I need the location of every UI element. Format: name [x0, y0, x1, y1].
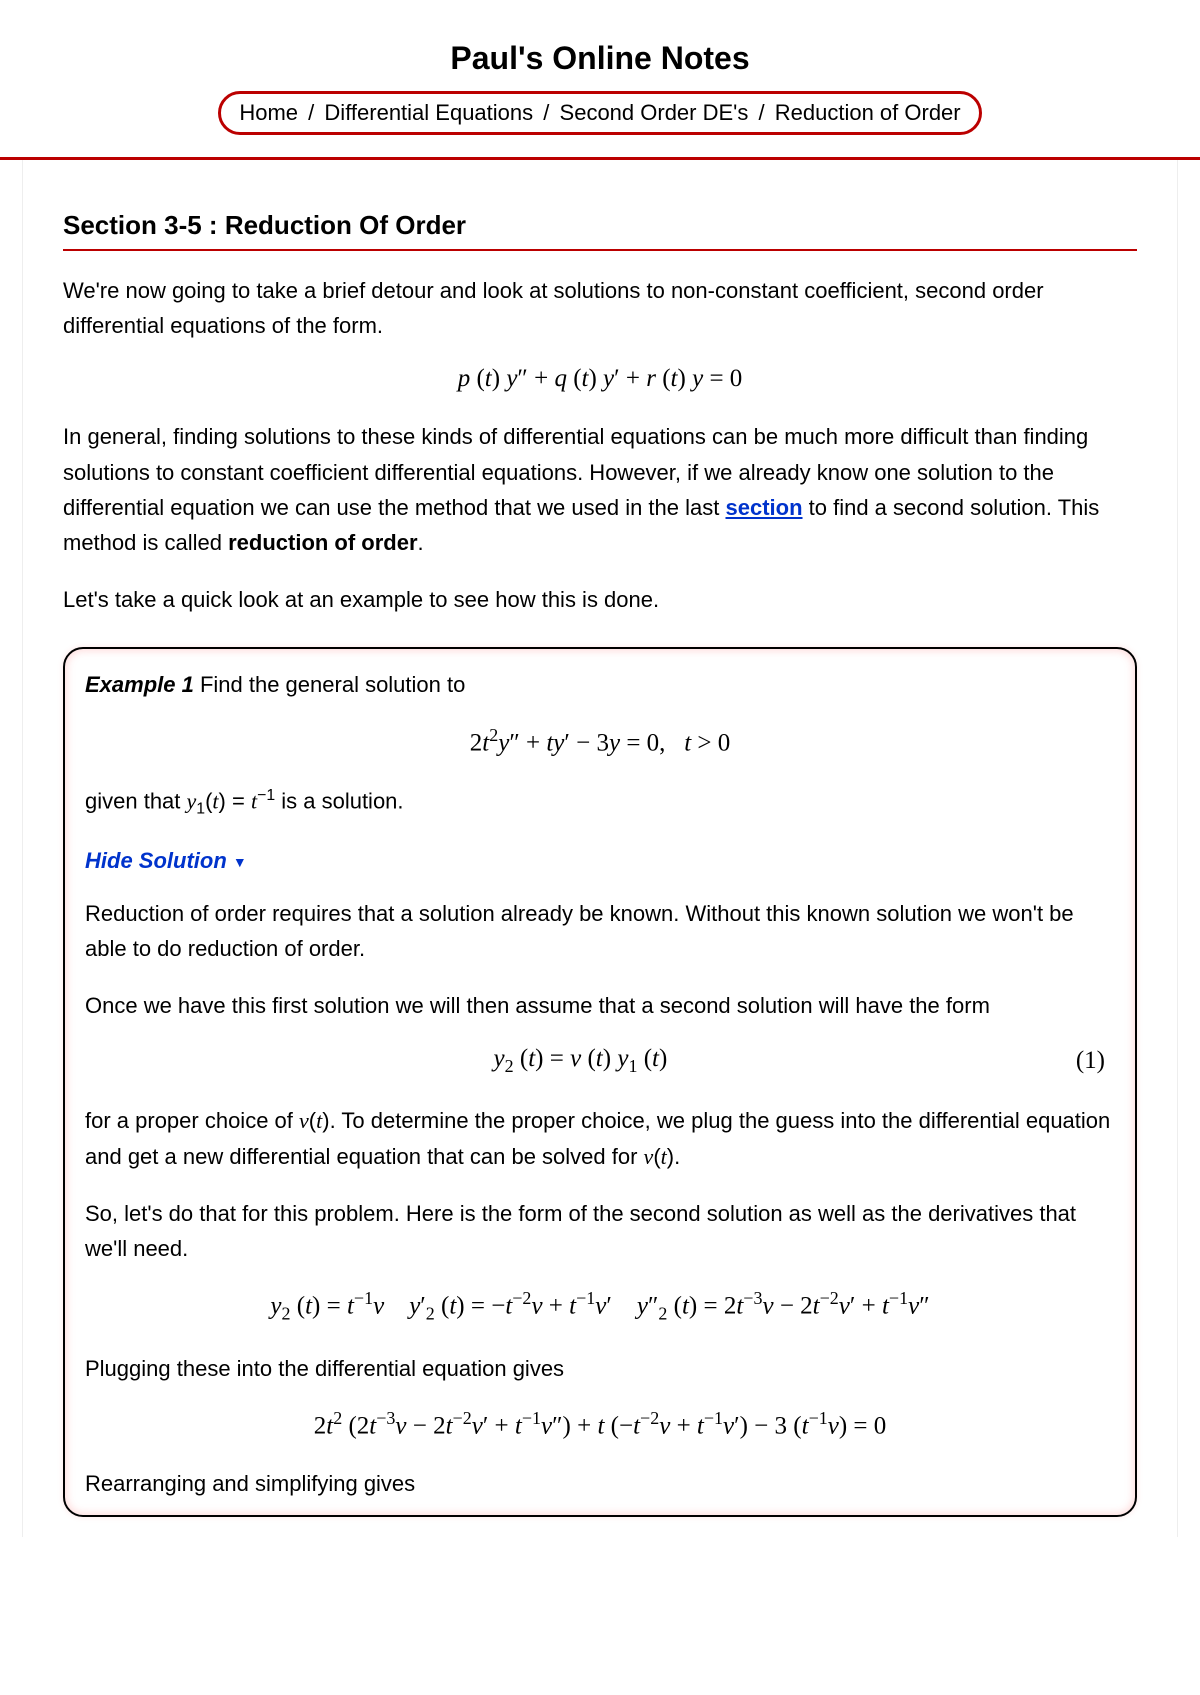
breadcrumb-item-home[interactable]: Home [239, 100, 298, 125]
equation-plugged: 2t2 (2t−3v − 2t−2v′ + t−1v″) + t (−t−2v … [85, 1408, 1115, 1440]
solution-paragraph-4: So, let's do that for this problem. Here… [85, 1196, 1115, 1266]
equation-assumed-form: y2 (t) = v (t) y1 (t) (1) [85, 1045, 1115, 1077]
caret-down-icon: ▼ [233, 854, 247, 870]
breadcrumb-separator: / [755, 100, 769, 125]
example-label: Example 1 [85, 672, 194, 697]
example-prompt-text: Find the general solution to [194, 672, 466, 697]
breadcrumb-separator: / [539, 100, 553, 125]
section-title: Section 3-5 : Reduction Of Order [63, 210, 1137, 251]
section-link[interactable]: section [725, 495, 802, 520]
solution-paragraph-1: Reduction of order requires that a solut… [85, 896, 1115, 966]
equation-example: 2t2y″ + ty′ − 3y = 0, t > 0 [85, 725, 1115, 757]
site-title: Paul's Online Notes [0, 40, 1200, 77]
text-fragment: . [418, 530, 424, 555]
breadcrumb-item-reduction[interactable]: Reduction of Order [775, 100, 961, 125]
text-fragment: for a proper choice of [85, 1108, 299, 1133]
example-box: Example 1 Find the general solution to 2… [63, 647, 1137, 1517]
intro-paragraph-1: We're now going to take a brief detour a… [63, 273, 1137, 343]
hide-solution-toggle[interactable]: Hide Solution ▼ [85, 848, 1115, 874]
page: Paul's Online Notes Home / Differential … [0, 0, 1200, 1537]
equation-de-form: p (t) y″ + q (t) y′ + r (t) y = 0 [63, 365, 1137, 393]
intro-paragraph-3: Let's take a quick look at an example to… [63, 582, 1137, 617]
solution-paragraph-5: Plugging these into the differential equ… [85, 1351, 1115, 1386]
text-fragment: given that [85, 788, 187, 813]
breadcrumb: Home / Differential Equations / Second O… [218, 91, 981, 135]
solution-paragraph-3: for a proper choice of v(t). To determin… [85, 1103, 1115, 1173]
example-given: given that y1(t) = t−1 is a solution. [85, 783, 1115, 822]
page-header: Paul's Online Notes Home / Differential … [0, 0, 1200, 145]
intro-paragraph-2: In general, finding solutions to these k… [63, 419, 1137, 560]
solution-paragraph-6: Rearranging and simplifying gives [85, 1466, 1115, 1501]
text-fragment: is a solution. [275, 788, 403, 813]
text-fragment: . [674, 1144, 680, 1169]
solution-paragraph-2: Once we have this first solution we will… [85, 988, 1115, 1023]
breadcrumb-item-second-order[interactable]: Second Order DE's [560, 100, 749, 125]
main-content: Section 3-5 : Reduction Of Order We're n… [22, 160, 1178, 1537]
example-prompt: Example 1 Find the general solution to [85, 667, 1115, 702]
equation-derivatives: y2 (t) = t−1v y′2 (t) = −t−2v + t−1v′ y″… [85, 1288, 1115, 1324]
bold-term: reduction of order [228, 530, 417, 555]
equation-number: (1) [1076, 1047, 1115, 1075]
breadcrumb-separator: / [304, 100, 318, 125]
hide-solution-label: Hide Solution [85, 848, 227, 873]
breadcrumb-item-de[interactable]: Differential Equations [324, 100, 533, 125]
